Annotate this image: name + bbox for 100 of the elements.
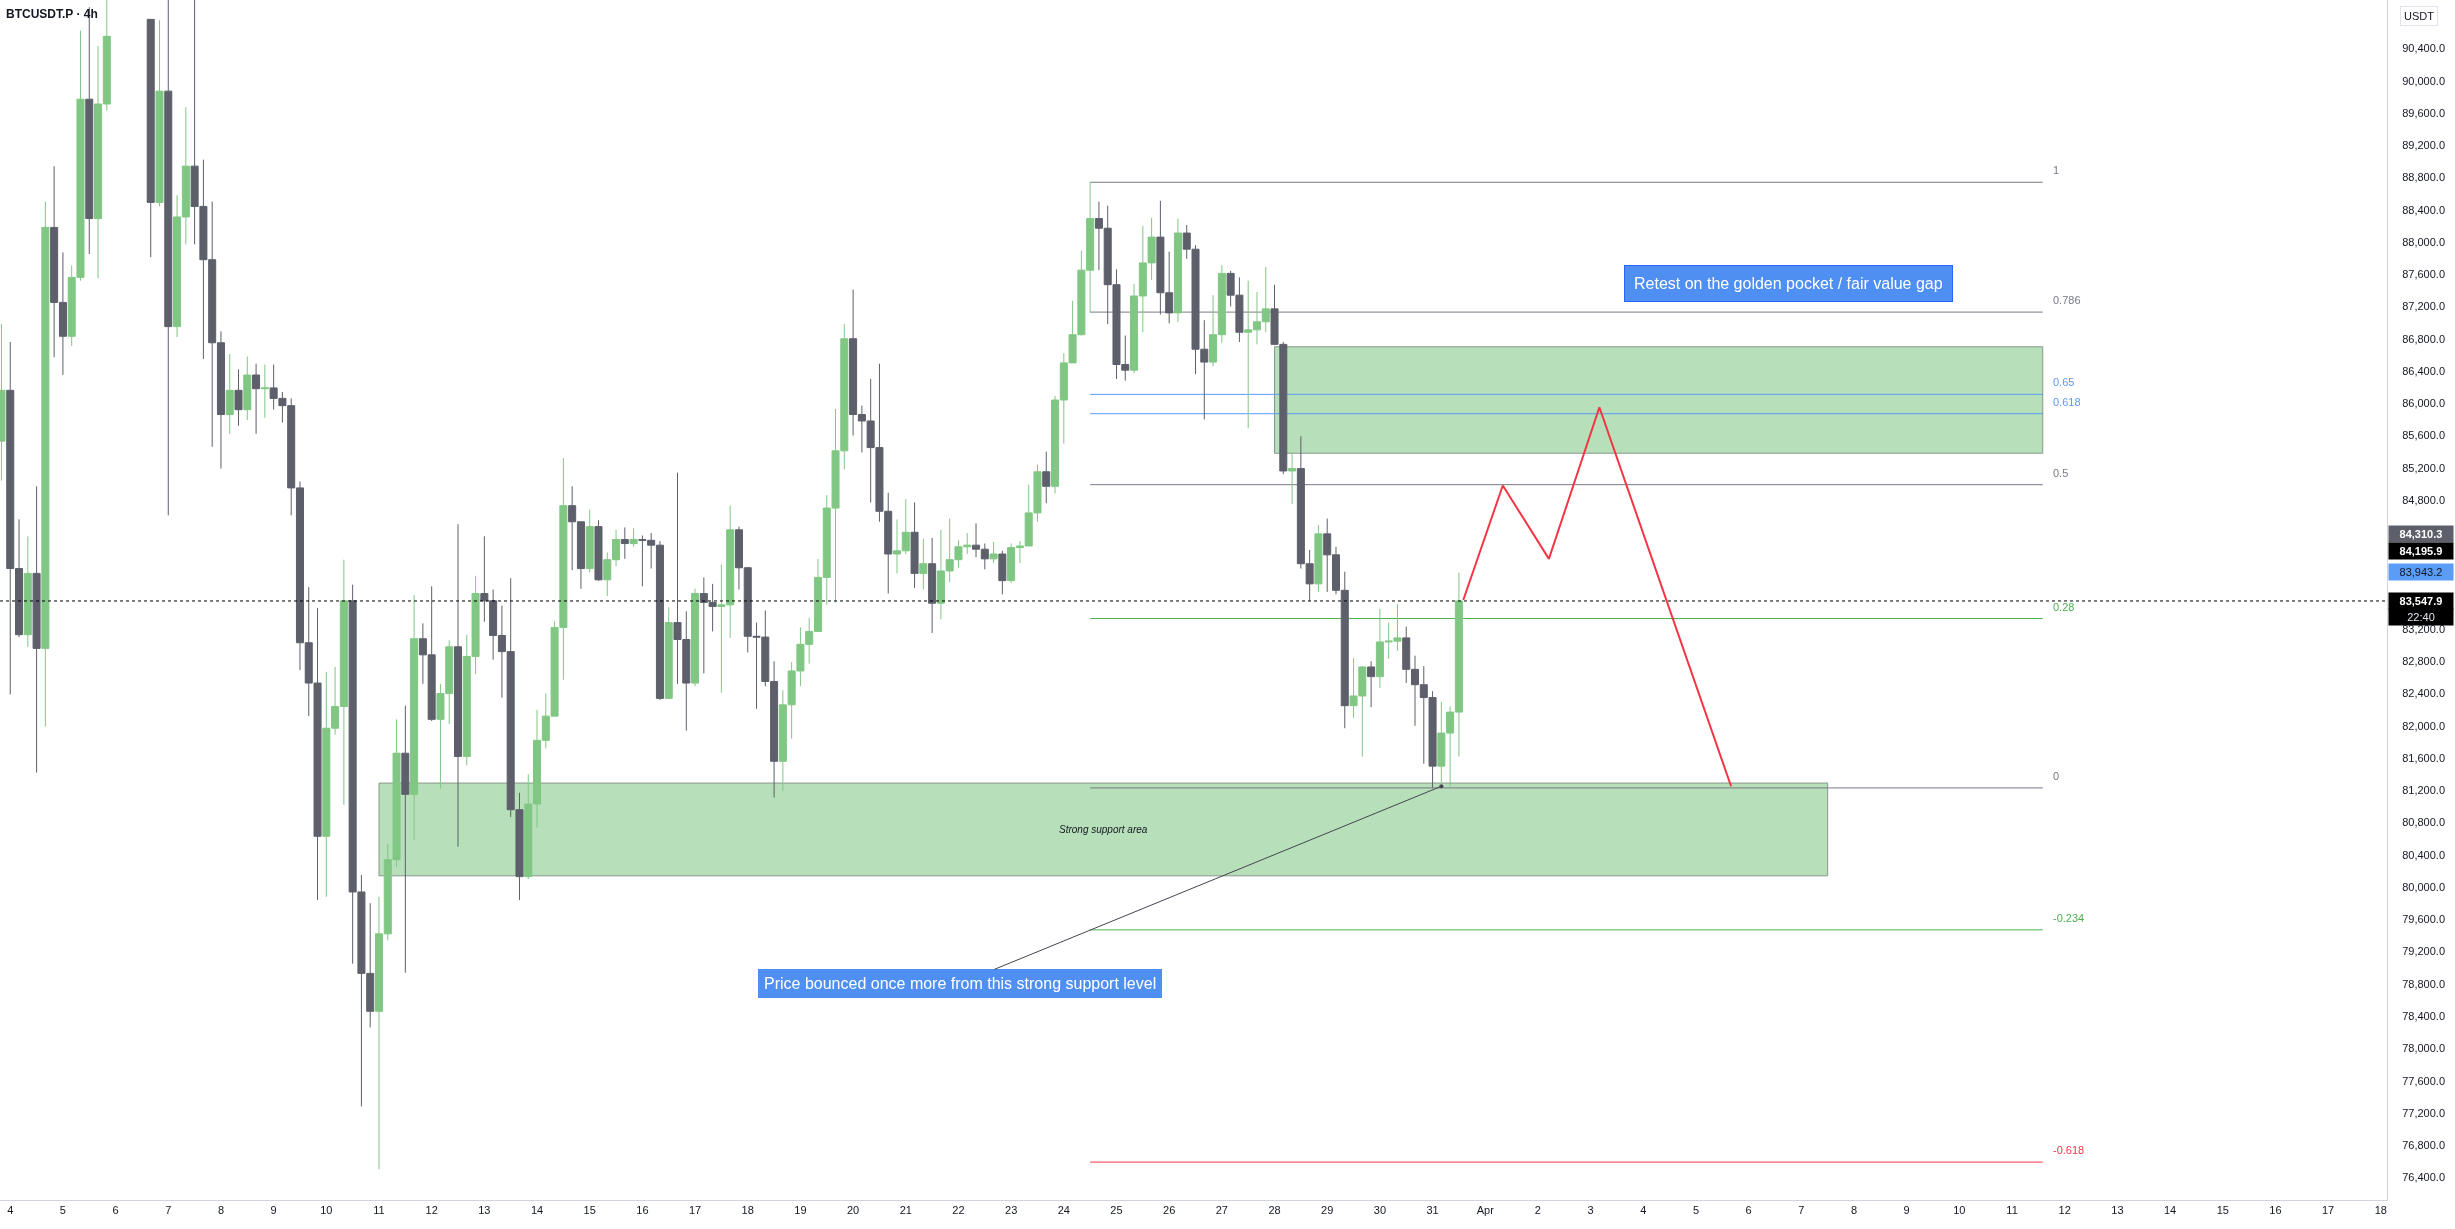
candlestick [928, 537, 937, 634]
candlestick [480, 535, 489, 623]
y-tick-label: 82,800.0 [2402, 655, 2446, 668]
candlestick [155, 19, 164, 207]
series-label: -0.234 [2053, 912, 2085, 924]
candlestick [910, 501, 919, 589]
text: 84,195.9 [2399, 545, 2443, 557]
y-tick-label: 86,800.0 [2402, 332, 2446, 345]
candlestick [1314, 524, 1323, 593]
y-tick-label: 78,000.0 [2402, 1042, 2446, 1055]
candlestick [401, 705, 410, 974]
x-tick-label: 21 [899, 1204, 912, 1217]
y-tick-label: 89,200.0 [2402, 139, 2446, 152]
x-tick-label: 10 [1953, 1204, 1966, 1217]
y-tick-label: 77,600.0 [2402, 1074, 2446, 1087]
y-tick-label: 88,800.0 [2402, 171, 2446, 184]
y-axis-title: USDT [2404, 10, 2435, 22]
x-tick-label: 13 [478, 1204, 491, 1217]
x-tick-label: 6 [112, 1204, 119, 1217]
y-tick-label: 86,400.0 [2402, 364, 2446, 377]
x-tick-label: 2 [1534, 1204, 1541, 1217]
y-tick-label: 77,200.0 [2402, 1106, 2446, 1119]
x-tick-label: 8 [1850, 1204, 1858, 1217]
candlestick [1367, 660, 1376, 708]
x-tick-label: 6 [1745, 1204, 1752, 1217]
ref-line-label: 83,547.9 [2399, 595, 2443, 607]
y-tick-label: 81,200.0 [2402, 784, 2446, 797]
x-tick-label: Apr [1476, 1204, 1495, 1217]
candlestick [691, 588, 700, 687]
x-tick-label: 10 [320, 1204, 333, 1217]
series-label: 0.65 [2053, 376, 2075, 388]
y-tick-label: 84,800.0 [2402, 493, 2446, 506]
candlestick [989, 541, 998, 564]
x-tick-label: 11 [373, 1204, 385, 1217]
y-tick-label: 85,600.0 [2402, 429, 2446, 442]
candlestick [594, 519, 603, 582]
y-tick-label: 76,400.0 [2402, 1171, 2446, 1184]
series-label: 0.786 [2053, 294, 2081, 306]
x-tick-label: 20 [846, 1204, 860, 1217]
candlestick [252, 363, 261, 435]
x-tick-label: 17 [2321, 1204, 2335, 1217]
x-tick-label: 22 [952, 1204, 965, 1217]
x-tick-label: 23 [1005, 1204, 1018, 1217]
x-tick-label: 31 [1426, 1204, 1439, 1217]
x-tick-label: 16 [2269, 1204, 2282, 1217]
y-tick-label: 87,200.0 [2402, 300, 2446, 313]
y-tick-label: 88,000.0 [2402, 235, 2446, 248]
y-tick-label: 78,800.0 [2402, 977, 2446, 990]
candlestick [164, 0, 173, 516]
x-tick-label: 5 [1692, 1204, 1700, 1217]
y-tick-label: 82,400.0 [2402, 687, 2446, 700]
series-label: 1 [2053, 164, 2060, 176]
y-tick-label: 80,800.0 [2402, 816, 2446, 829]
candlestick [260, 364, 269, 419]
text: BTCUSDT.P · 4h [6, 7, 98, 22]
candlestick [225, 353, 234, 435]
candlestick [629, 527, 638, 548]
candlestick [585, 509, 594, 574]
series-label: 0.28 [2053, 601, 2075, 613]
y-tick-label: 83,200.0 [2402, 622, 2446, 635]
x-tick-label: 13 [2111, 1204, 2124, 1217]
candlestick [919, 538, 928, 591]
candlestick [620, 526, 629, 560]
x-tick-label: 18 [2374, 1204, 2387, 1217]
y-tick-label: 85,200.0 [2402, 461, 2446, 474]
x-tick-label: 7 [1798, 1204, 1805, 1217]
annotation: Retest on the golden pocket / fair value gap [1634, 275, 1943, 292]
candlestick [1173, 218, 1182, 323]
candlestick [664, 606, 673, 699]
x-tick-label: 4 [1640, 1204, 1647, 1217]
x-tick-label: 4 [7, 1204, 14, 1217]
x-tick-label: 15 [583, 1204, 596, 1217]
x-tick-label: 29 [1321, 1204, 1334, 1217]
y-tick-label: 79,600.0 [2402, 913, 2446, 926]
x-tick-label: 28 [1268, 1204, 1281, 1217]
x-tick-label: 26 [1163, 1204, 1176, 1217]
y-tick-label: 90,400.0 [2402, 42, 2446, 55]
annotation: Price bounced once more from this strong support level [764, 975, 1157, 992]
y-tick-label: 80,400.0 [2402, 848, 2446, 861]
x-tick-label: 27 [1215, 1204, 1228, 1217]
candlestick [1288, 451, 1297, 505]
y-tick-label: 87,600.0 [2402, 268, 2446, 281]
x-tick-label: 17 [688, 1204, 702, 1217]
x-tick-label: 7 [165, 1204, 172, 1217]
candlestick [1042, 451, 1051, 504]
series-label: 0.618 [2053, 396, 2081, 408]
x-tick-label: 9 [270, 1204, 277, 1217]
y-tick-label: 88,400.0 [2402, 203, 2446, 216]
x-tick-label: 9 [1903, 1204, 1910, 1217]
y-tick-label: 81,600.0 [2402, 751, 2446, 764]
x-tick-label: 12 [2058, 1204, 2071, 1217]
x-tick-label: 19 [794, 1204, 807, 1217]
candlestick [410, 594, 419, 841]
series-label: -0.618 [2053, 1144, 2085, 1156]
text: 83,943.2 [2399, 566, 2443, 578]
x-tick-label: 12 [425, 1204, 438, 1217]
y-tick-label: 89,600.0 [2402, 106, 2446, 119]
x-tick-label: 18 [741, 1204, 754, 1217]
y-tick-label: 78,400.0 [2402, 1009, 2446, 1022]
y-tick-label: 80,000.0 [2402, 880, 2446, 893]
